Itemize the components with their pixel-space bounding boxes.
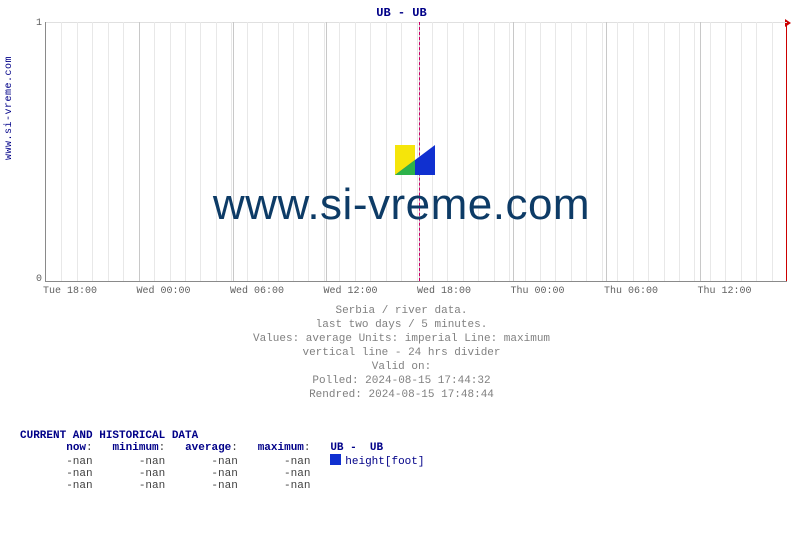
info-line: Polled: 2024-08-15 17:44:32 [0,374,803,388]
vgrid-minor [185,22,186,281]
data-row: -nan -nan -nan -nan height[foot] [20,454,424,468]
xtick-label: Wed 06:00 [230,286,284,297]
xtick-label: Thu 06:00 [604,286,658,297]
info-line: vertical line - 24 hrs divider [0,346,803,360]
vgrid-minor [154,22,155,281]
legend-unit-label: height[foot] [345,456,424,468]
vgrid-minor [216,22,217,281]
right-edge-arrow-icon [785,19,791,27]
vgrid-minor [602,22,603,281]
vgrid-minor [324,22,325,281]
vgrid-minor [725,22,726,281]
ytick-1: 1 [30,18,42,29]
y-axis-label: www.si-vreme.com [4,56,15,160]
vgrid-minor [339,22,340,281]
data-section-title: CURRENT AND HISTORICAL DATA [20,430,424,442]
chart-title: UB - UB [0,6,803,20]
vgrid-major [700,22,701,281]
vgrid-minor [308,22,309,281]
vgrid-minor [200,22,201,281]
watermark-logo-icon [395,145,435,175]
vgrid-minor [77,22,78,281]
vgrid-major [606,22,607,281]
ytick-0: 0 [30,274,42,285]
vgrid-minor [92,22,93,281]
xtick-label: Thu 12:00 [697,286,751,297]
xtick-label: Wed 18:00 [417,286,471,297]
vgrid-minor [108,22,109,281]
xtick-label: Wed 00:00 [136,286,190,297]
vgrid-minor [648,22,649,281]
vgrid-minor [478,22,479,281]
vgrid-major [326,22,327,281]
vgrid-minor [463,22,464,281]
vgrid-minor [586,22,587,281]
vgrid-minor [355,22,356,281]
vgrid-minor [170,22,171,281]
vgrid-minor [262,22,263,281]
vgrid-minor [61,22,62,281]
vgrid-minor [664,22,665,281]
data-columns-row: now: minimum: average: maximum: UB - UB [20,442,424,454]
vgrid-minor [617,22,618,281]
vgrid-major [513,22,514,281]
vgrid-minor [710,22,711,281]
vgrid-minor [772,22,773,281]
xtick-label: Thu 00:00 [510,286,564,297]
vgrid-minor [555,22,556,281]
data-row: -nan -nan -nan -nan [20,480,424,492]
data-section: CURRENT AND HISTORICAL DATA now: minimum… [20,430,424,492]
vgrid-minor [278,22,279,281]
vgrid-minor [540,22,541,281]
vgrid-minor [694,22,695,281]
watermark-text: www.si-vreme.com [0,180,803,230]
vgrid-minor [509,22,510,281]
vgrid-minor [386,22,387,281]
vgrid-minor [447,22,448,281]
xtick-label: Wed 12:00 [323,286,377,297]
vgrid-major [139,22,140,281]
vgrid-minor [123,22,124,281]
vgrid-minor [247,22,248,281]
data-row: -nan -nan -nan -nan [20,468,424,480]
vgrid-minor [741,22,742,281]
info-line: Values: average Units: imperial Line: ma… [0,332,803,346]
legend-swatch-icon [330,454,341,465]
vgrid-minor [494,22,495,281]
vgrid-minor [679,22,680,281]
info-line: last two days / 5 minutes. [0,318,803,332]
info-line: Rendred: 2024-08-15 17:48:44 [0,388,803,402]
info-line: Serbia / river data. [0,304,803,318]
vgrid-minor [525,22,526,281]
info-line: Valid on: [0,360,803,374]
right-edge-line [786,22,787,281]
vgrid-minor [370,22,371,281]
vgrid-minor [571,22,572,281]
vgrid-major [233,22,234,281]
vgrid-minor [293,22,294,281]
vgrid-minor [756,22,757,281]
info-block: Serbia / river data.last two days / 5 mi… [0,304,803,402]
xtick-label: Tue 18:00 [43,286,97,297]
vgrid-minor [633,22,634,281]
